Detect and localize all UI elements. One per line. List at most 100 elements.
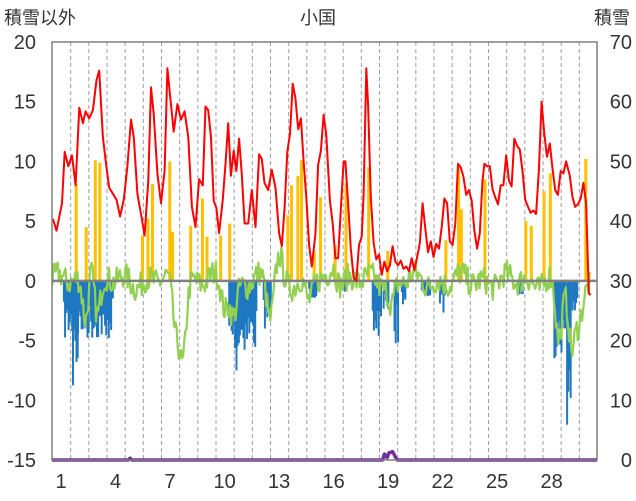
blue-bar [404, 280, 407, 300]
blue-bar [311, 280, 314, 298]
y-left-tick: -5 [18, 331, 36, 353]
blue-bar [427, 280, 430, 296]
blue-bar [424, 280, 427, 294]
orange-bar [333, 245, 337, 281]
y-right-tick: 10 [610, 390, 632, 412]
x-tick: 7 [165, 471, 176, 493]
blue-bar [92, 280, 95, 329]
y-left-tick: 20 [14, 32, 36, 54]
x-tick: 1 [56, 471, 67, 493]
blue-bar [84, 280, 87, 329]
blue-bar [230, 280, 233, 331]
blue-bar [65, 280, 68, 313]
orange-bar [542, 191, 546, 281]
red-line-series [51, 67, 592, 296]
blue-bar [62, 280, 65, 302]
blue-bar [371, 280, 374, 311]
blue-bar [104, 280, 107, 326]
blue-bar [576, 280, 579, 299]
blue-bar [382, 280, 385, 309]
orange-bar [205, 236, 209, 281]
y-left-tick: -10 [7, 390, 36, 412]
purple-line-series [52, 449, 597, 462]
orange-bar [344, 182, 348, 281]
blue-bar [314, 280, 317, 298]
blue-bar [244, 280, 247, 325]
y-right-tick: 50 [610, 151, 632, 173]
y-right-tick: 70 [610, 32, 632, 54]
blue-bar [105, 280, 108, 336]
blue-bar [556, 280, 559, 330]
blue-bar [71, 280, 74, 386]
blue-bar [78, 280, 81, 312]
orange-bar [286, 215, 290, 281]
blue-bar [239, 280, 242, 327]
blue-bar [268, 280, 271, 312]
y-right-tick: 20 [610, 331, 632, 353]
blue-bar [401, 280, 404, 305]
blue-bar [343, 280, 346, 292]
plot-frame [51, 41, 598, 461]
y-left-tick: 10 [14, 151, 36, 173]
blue-bar [269, 280, 272, 316]
blue-bar [374, 280, 377, 321]
blue-bar [64, 280, 67, 338]
blue-bar [228, 280, 231, 326]
blue-bar [82, 280, 85, 304]
blue-bar [573, 280, 576, 311]
blue-bar [250, 280, 253, 322]
orange-bar [548, 173, 552, 281]
plot-border [51, 41, 598, 461]
blue-bar [377, 280, 380, 336]
orange-bar [93, 160, 97, 281]
blue-bar [394, 280, 397, 344]
orange-bar [289, 185, 293, 281]
orange-bar [529, 225, 533, 281]
axis-headers: 積雪以外 小国 積雪 [4, 8, 630, 29]
y-right-tick: 30 [610, 271, 632, 293]
blue-bar [235, 280, 238, 371]
blue-bar [80, 280, 83, 330]
right-axis-label: 積雪 [594, 8, 630, 29]
blue-bar [315, 280, 318, 296]
blue-bar [91, 280, 94, 338]
blue-bar [403, 280, 406, 298]
blue-bar [393, 280, 396, 332]
blue-bar [308, 280, 311, 289]
blue-bar [110, 280, 113, 331]
blue-bar [568, 280, 571, 371]
blue-bar [74, 280, 77, 341]
orange-bar [444, 240, 448, 281]
y-right-tick: 60 [610, 92, 632, 114]
blue-bar [237, 280, 240, 344]
y-left-tick: 15 [14, 92, 36, 114]
orange-bar [386, 251, 390, 281]
orange-bar [219, 235, 223, 281]
orange-bar [146, 218, 150, 281]
x-tick: 22 [431, 471, 453, 493]
blue-bar [73, 280, 76, 325]
orange-bar [170, 231, 174, 281]
orange-bar [457, 165, 461, 281]
y-right-tick: 0 [621, 450, 632, 472]
blue-bar [251, 280, 254, 325]
orange-bar [524, 221, 528, 281]
orange-bar [228, 223, 232, 281]
blue-bar [229, 280, 232, 322]
blue-bar [85, 280, 88, 320]
blue-bar [372, 280, 375, 331]
x-tick: 28 [540, 471, 562, 493]
blue-bar [397, 280, 400, 343]
orange-bar [141, 235, 145, 281]
blue-bar [555, 280, 558, 347]
blue-bar [375, 280, 378, 329]
blue-bar [254, 280, 257, 347]
blue-bar [571, 280, 574, 311]
blue-bar [559, 280, 562, 345]
tick-labels: -15 -10 -5 0 5 10 15 20 0 10 20 30 40 50 60 70 1 4 7 10 13 16… [7, 32, 632, 493]
blue-bar [69, 280, 72, 315]
orange-bar [84, 227, 88, 281]
x-tick: 16 [322, 471, 344, 493]
orange-bar [74, 184, 78, 281]
blue-bar [423, 280, 426, 290]
